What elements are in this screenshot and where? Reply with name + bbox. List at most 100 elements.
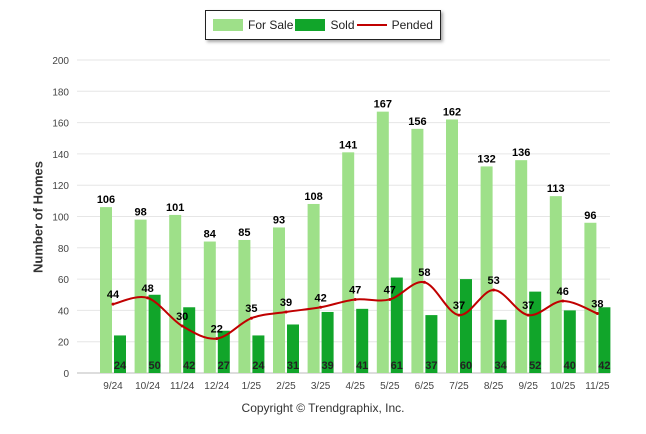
- pended-point: [388, 297, 392, 301]
- sold-swatch: [295, 19, 326, 31]
- pended-point: [319, 305, 323, 309]
- x-axis-ticks: 9/24 10/24 11/24 12/24 1/25 2/25 3/25 4/25 5/25 6…: [103, 381, 610, 392]
- pended-point: [146, 296, 150, 300]
- sold-bar: [148, 294, 161, 373]
- sold-bar: [460, 279, 472, 373]
- sold-value-label: 50: [148, 360, 160, 372]
- for-sale-value-label: 84: [204, 229, 217, 241]
- for-sale-bar: [411, 128, 424, 373]
- y-tick-label: 60: [58, 275, 70, 286]
- sold-bar: [252, 335, 265, 373]
- x-tick-label: 9/25: [518, 381, 538, 392]
- x-tick-label: 8/25: [484, 381, 504, 392]
- y-tick-label: 20: [58, 338, 70, 349]
- pended-point: [215, 337, 219, 341]
- for-sale-value-label: 136: [512, 147, 530, 159]
- sold-bar: [598, 307, 611, 373]
- legend-label-for-sale: For Sale: [248, 18, 294, 32]
- pended-point: [284, 310, 288, 314]
- for-sale-bar: [307, 203, 320, 373]
- for-sale-value-label: 113: [547, 183, 565, 195]
- pended-point: [457, 313, 461, 317]
- y-tick-label: 140: [52, 150, 69, 161]
- pended-value-label: 38: [591, 299, 603, 311]
- sold-value-label: 60: [460, 360, 472, 372]
- y-tick-label: 40: [58, 306, 70, 317]
- sold-bar: [114, 335, 126, 373]
- y-tick-label: 200: [52, 56, 69, 67]
- pended-value-label: 47: [384, 284, 396, 296]
- sold-bar: [425, 315, 438, 373]
- for-sale-bar: [376, 111, 389, 374]
- sold-value-label: 61: [391, 360, 403, 372]
- legend-label-sold: Sold: [330, 18, 355, 32]
- x-tick-label: 11/25: [585, 381, 610, 392]
- x-tick-label: 10/24: [135, 381, 160, 392]
- sold-value-label: 24: [252, 360, 265, 372]
- y-tick-label: 160: [52, 119, 69, 130]
- for-sale-value-label: 132: [477, 153, 495, 165]
- legend-item-sold[interactable]: Sold: [295, 18, 355, 32]
- sold-value-label: 42: [598, 360, 610, 372]
- y-tick-label: 180: [52, 87, 69, 98]
- for-sale-value-label: 141: [339, 139, 357, 151]
- pended-point: [492, 288, 496, 292]
- legend-item-pended[interactable]: Pended: [356, 18, 433, 32]
- pended-point: [526, 313, 530, 317]
- y-axis-label: Number of Homes: [30, 161, 46, 273]
- pended-point: [561, 299, 565, 303]
- for-sale-bar: [342, 152, 355, 373]
- legend-label-pended: Pended: [391, 18, 433, 32]
- y-tick-label: 100: [52, 213, 69, 224]
- for-sale-value-label: 108: [304, 191, 322, 203]
- sold-bar: [494, 319, 507, 373]
- sold-value-label: 27: [218, 360, 230, 372]
- x-tick-label: 4/25: [345, 381, 365, 392]
- y-tick-label: 80: [58, 244, 70, 255]
- sold-value-label: 24: [114, 360, 127, 372]
- x-tick-label: 7/25: [449, 381, 469, 392]
- sold-value-label: 52: [529, 360, 541, 372]
- pended-point: [249, 316, 253, 320]
- pended-swatch: [356, 24, 387, 26]
- sold-value-label: 37: [425, 360, 437, 372]
- sold-value-label: 39: [321, 360, 333, 372]
- for-sale-bar: [203, 241, 216, 373]
- legend-item-for-sale[interactable]: For Sale: [213, 18, 293, 32]
- pended-value-label: 58: [418, 267, 430, 279]
- sold-value-label: 40: [564, 360, 576, 372]
- x-tick-label: 11/24: [170, 381, 195, 392]
- y-tick-label: 120: [52, 181, 69, 192]
- for-sale-value-label: 162: [443, 106, 461, 118]
- for-sale-bar: [169, 214, 182, 373]
- pended-value-label: 39: [280, 297, 292, 309]
- for-sale-bar: [549, 196, 562, 373]
- sold-value-label: 31: [287, 360, 299, 372]
- pended-value-label: 42: [314, 292, 326, 304]
- copyright-text: Copyright © Trendgraphix, Inc.: [241, 401, 405, 415]
- y-axis-ticks: 0 20 40 60 80 100 120 140 160 180 200: [52, 56, 69, 380]
- bars: [100, 111, 611, 374]
- sold-value-label: 34: [494, 360, 507, 372]
- x-tick-label: 1/25: [242, 381, 262, 392]
- pended-value-label: 53: [487, 275, 499, 287]
- pended-point: [353, 297, 357, 301]
- sold-bar: [287, 324, 299, 373]
- sold-bar: [321, 311, 334, 373]
- x-tick-label: 9/24: [103, 381, 123, 392]
- for-sale-bar: [100, 207, 112, 373]
- sold-bar: [529, 291, 542, 373]
- pended-value-label: 30: [176, 311, 188, 323]
- x-tick-label: 3/25: [311, 381, 331, 392]
- sold-value-label: 42: [183, 360, 195, 372]
- pended-point: [180, 324, 184, 328]
- for-sale-bar: [480, 166, 493, 373]
- sold-bar: [217, 330, 230, 373]
- for-sale-value-label: 96: [584, 210, 596, 222]
- pended-point: [595, 312, 599, 316]
- for-sale-bar: [446, 119, 458, 373]
- for-sale-value-label: 156: [408, 116, 426, 128]
- sold-bar: [183, 307, 196, 373]
- x-tick-label: 2/25: [276, 381, 296, 392]
